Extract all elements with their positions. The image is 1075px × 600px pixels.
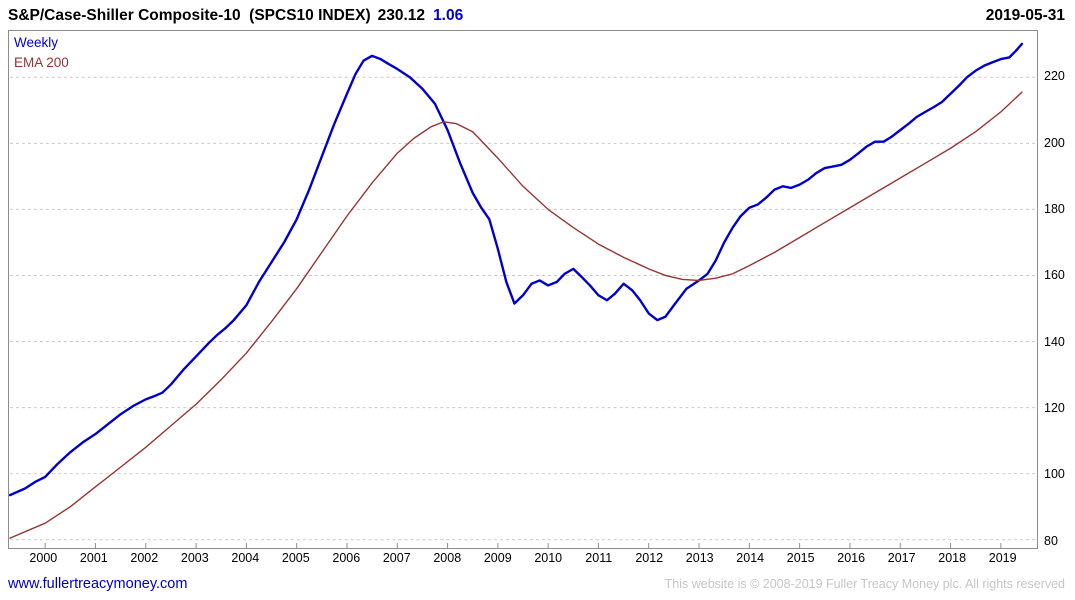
- legend-item-weekly: Weekly: [14, 35, 59, 50]
- chart-date: 2019-05-31: [985, 6, 1065, 24]
- footer: www.fullertreacymoney.com This website i…: [0, 572, 1075, 600]
- site-link[interactable]: www.fullertreacymoney.com: [8, 576, 188, 592]
- x-tick-label: 2005: [281, 551, 310, 565]
- x-tick-label: 2008: [433, 551, 462, 565]
- x-tick-label: 2006: [332, 551, 361, 565]
- x-tick-label: 2012: [635, 551, 664, 565]
- title-bar: S&P/Case-Shiller Composite-10 (SPCS10 IN…: [0, 0, 1075, 29]
- y-tick-label: 140: [1044, 334, 1065, 349]
- x-tick-label: 2017: [887, 551, 916, 565]
- legend-item-ema200: EMA 200: [14, 55, 69, 70]
- chart-legend: Weekly EMA 200: [14, 33, 69, 73]
- y-tick-label: 80: [1044, 533, 1058, 548]
- change-value: 1.06: [433, 6, 464, 24]
- y-tick-label: 120: [1044, 401, 1065, 416]
- x-tick-label: 2010: [534, 551, 563, 565]
- x-tick-label: 2009: [483, 551, 512, 565]
- y-tick-label: 200: [1044, 135, 1065, 150]
- y-tick-label: 160: [1044, 268, 1065, 283]
- x-tick-label: 2007: [382, 551, 411, 565]
- chart-area: Weekly EMA 200: [8, 30, 1038, 549]
- x-tick-label: 2000: [29, 551, 58, 565]
- y-tick-label: 100: [1044, 467, 1065, 482]
- x-tick-label: 2004: [231, 551, 260, 565]
- x-tick-label: 2003: [180, 551, 209, 565]
- x-tick-label: 2002: [130, 551, 159, 565]
- series-line-0: [9, 42, 1024, 497]
- copyright-text: This website is © 2008-2019 Fuller Treac…: [664, 577, 1065, 591]
- x-tick-label: 2014: [736, 551, 765, 565]
- y-tick-label: 220: [1044, 69, 1065, 84]
- x-tick-label: 2013: [685, 551, 714, 565]
- x-tick-label: 2019: [988, 551, 1017, 565]
- chart-title: S&P/Case-Shiller Composite-10 (SPCS10 IN…: [8, 6, 371, 24]
- series-line-1: [9, 91, 1023, 539]
- x-tick-label: 2001: [79, 551, 108, 565]
- x-tick-label: 2018: [938, 551, 967, 565]
- x-tick-label: 2016: [837, 551, 866, 565]
- chart-svg[interactable]: [8, 30, 1038, 549]
- x-tick-label: 2015: [786, 551, 815, 565]
- x-tick-label: 2011: [585, 551, 613, 565]
- y-tick-label: 180: [1044, 202, 1065, 217]
- last-value: 230.12: [377, 6, 426, 24]
